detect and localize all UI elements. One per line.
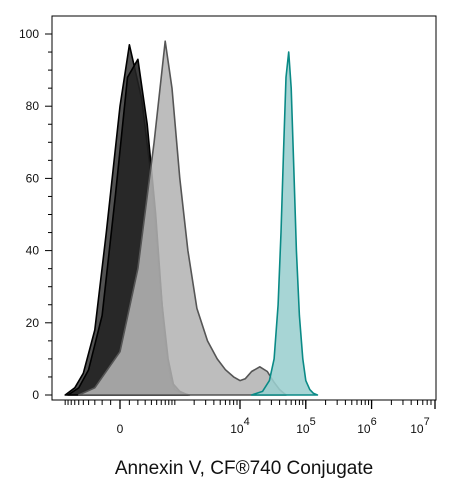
x-axis: 0 104 105 106 107 (64, 400, 436, 436)
y-tick-label: 80 (26, 99, 40, 113)
x-tick-label: 0 (117, 422, 124, 436)
x-tick-label: 104 (230, 416, 249, 436)
histogram-series-3 (78, 40, 287, 396)
x-tick-label: 106 (357, 416, 376, 436)
y-axis: 0 20 40 60 80 100 (19, 27, 52, 402)
histogram-series-layer (64, 40, 319, 396)
x-tick-label: 105 (296, 416, 315, 436)
x-axis-title: Annexin V, CF®740 Conjugate (115, 458, 373, 479)
histogram-series-4 (250, 51, 319, 396)
plot-frame (51, 15, 437, 401)
y-tick-label: 40 (26, 244, 40, 258)
y-tick-label: 100 (19, 27, 39, 41)
y-tick-label: 20 (26, 316, 40, 330)
y-tick-label: 60 (26, 171, 40, 185)
x-tick-label: 107 (410, 416, 429, 436)
y-tick-label: 0 (32, 388, 39, 402)
